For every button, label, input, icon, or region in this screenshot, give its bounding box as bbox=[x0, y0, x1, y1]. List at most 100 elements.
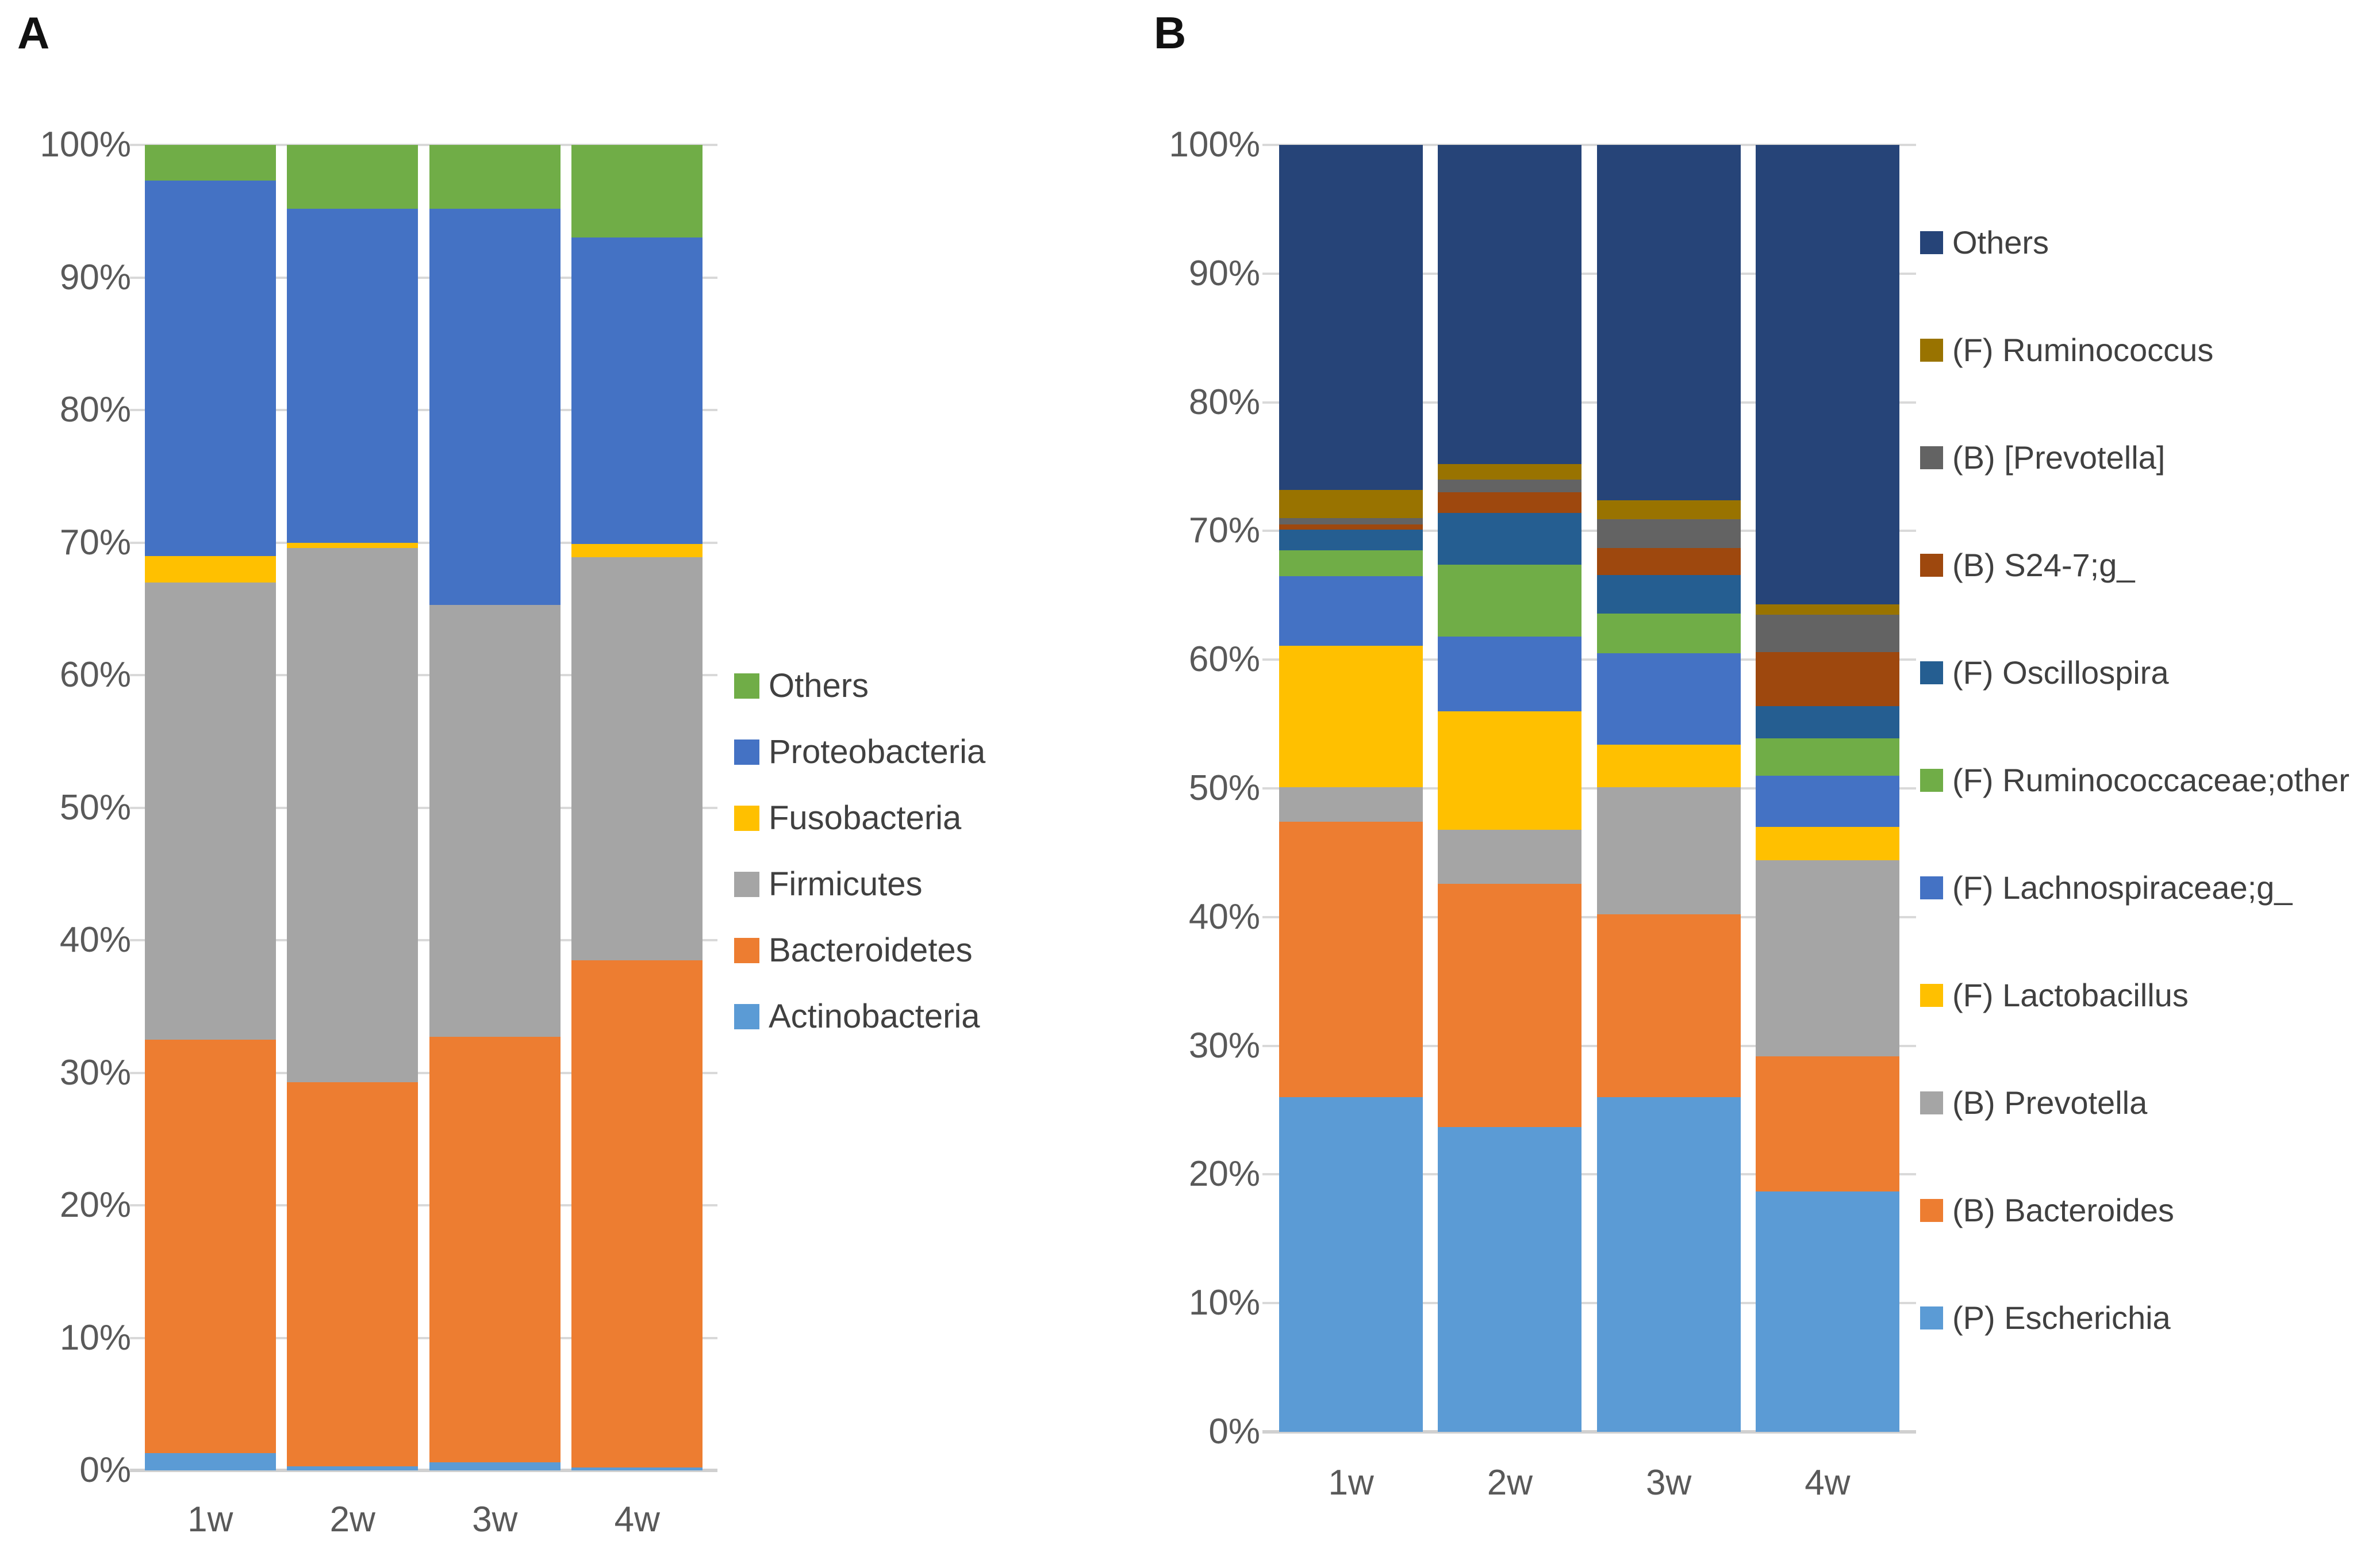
legend-item-proteobacteria: Proteobacteria bbox=[734, 735, 985, 769]
y-tick-label-80: 80% bbox=[1188, 382, 1260, 422]
bar-segment-4w-b-s24-7-g bbox=[1755, 652, 1899, 706]
bar-segment-3w-others bbox=[1596, 145, 1741, 500]
y-tick-label-30: 30% bbox=[1188, 1025, 1260, 1066]
y-tick-label-20: 20% bbox=[1188, 1154, 1260, 1194]
y-tick-label-80: 80% bbox=[59, 390, 131, 430]
legend-swatch-icon bbox=[734, 938, 759, 963]
legend-item-p-escherichia: (P) Escherichia bbox=[1920, 1302, 2171, 1334]
bar-segment-3w-b-prevotella bbox=[1596, 787, 1741, 915]
legend-label: (B) S24-7;g_ bbox=[1952, 547, 2135, 583]
y-tick-label-10: 10% bbox=[59, 1317, 131, 1358]
legend-item-f-ruminococcaceae-other: (F) Ruminococcaceae;other bbox=[1920, 764, 2350, 796]
bar-segment-3w-p-escherichia bbox=[1596, 1097, 1741, 1432]
legend-swatch-icon bbox=[1920, 1199, 1943, 1222]
x-tick-label-4w: 4w bbox=[614, 1500, 660, 1539]
bar-segment-4w-others bbox=[571, 145, 703, 238]
legend-swatch-icon bbox=[1920, 984, 1943, 1007]
y-gridline-30 bbox=[1262, 1044, 1916, 1047]
bar-segment-2w-actinobacteria bbox=[287, 1466, 419, 1470]
y-gridline-60 bbox=[1262, 658, 1916, 661]
y-gridline-90 bbox=[1262, 272, 1916, 275]
legend-swatch-icon bbox=[1920, 554, 1943, 577]
legend-item-bacteroidetes: Bacteroidetes bbox=[734, 934, 973, 967]
legend-item-b-prevotella: (B) [Prevotella] bbox=[1920, 442, 2165, 474]
y-gridline-20 bbox=[1262, 1173, 1916, 1176]
legend-label: Firmicutes bbox=[769, 865, 923, 903]
y-gridline-80 bbox=[1262, 401, 1916, 404]
bar-segment-3w-bacteroidetes bbox=[429, 1037, 561, 1463]
bar-4w bbox=[571, 145, 703, 1470]
bar-segment-2w-b-prevotella bbox=[1438, 479, 1582, 493]
bar-segment-2w-f-oscillospira bbox=[1438, 513, 1582, 565]
legend-swatch-icon bbox=[734, 872, 759, 897]
y-tick-label-10: 10% bbox=[1188, 1283, 1260, 1323]
bar-segment-3w-f-oscillospira bbox=[1596, 574, 1741, 614]
legend-swatch-icon bbox=[734, 1004, 759, 1029]
legend-swatch-icon bbox=[1920, 446, 1943, 469]
x-axis-line bbox=[130, 1469, 717, 1472]
y-gridline-70 bbox=[130, 541, 717, 544]
legend-label: Bacteroidetes bbox=[769, 932, 973, 969]
bar-segment-1w-f-lachnospiraceae-g bbox=[1279, 576, 1423, 646]
bar-segment-2w-b-prevotella bbox=[1438, 829, 1582, 884]
y-gridline-40 bbox=[1262, 915, 1916, 918]
bar-segment-4w-proteobacteria bbox=[571, 237, 703, 544]
y-gridline-10 bbox=[1262, 1302, 1916, 1305]
legend-item-b-s24-7-g: (B) S24-7;g_ bbox=[1920, 549, 2135, 581]
legend-swatch-icon bbox=[1920, 231, 1943, 254]
bar-2w bbox=[1438, 145, 1582, 1432]
y-tick-label-70: 70% bbox=[59, 522, 131, 562]
bar-segment-4w-p-escherichia bbox=[1755, 1191, 1899, 1432]
legend-item-firmicutes: Firmicutes bbox=[734, 868, 922, 901]
y-gridline-90 bbox=[130, 276, 717, 279]
bar-segment-4w-firmicutes bbox=[571, 557, 703, 960]
legend-swatch-icon bbox=[734, 739, 759, 765]
y-tick-label-90: 90% bbox=[1188, 253, 1260, 293]
bar-segment-4w-b-prevotella bbox=[1755, 614, 1899, 652]
y-gridline-40 bbox=[130, 939, 717, 941]
bar-segment-4w-others bbox=[1755, 145, 1899, 605]
panel-b-label: B bbox=[1154, 7, 1187, 58]
bar-segment-4w-f-oscillospira bbox=[1755, 706, 1899, 738]
y-gridline-30 bbox=[130, 1071, 717, 1074]
legend-label: (F) Lactobacillus bbox=[1952, 977, 2189, 1013]
legend-label: Others bbox=[1952, 224, 2049, 260]
legend-label: Proteobacteria bbox=[769, 733, 986, 771]
bar-segment-3w-f-lachnospiraceae-g bbox=[1596, 653, 1741, 745]
bar-4w bbox=[1755, 145, 1899, 1432]
legend-label: (P) Escherichia bbox=[1952, 1300, 2171, 1336]
legend-label: Others bbox=[769, 667, 869, 704]
legend-label: (F) Ruminococcus bbox=[1952, 332, 2214, 368]
bar-segment-1w-f-ruminococcus bbox=[1279, 489, 1423, 519]
y-gridline-80 bbox=[130, 409, 717, 411]
legend-item-others: Others bbox=[1920, 227, 2049, 259]
bar-segment-1w-proteobacteria bbox=[144, 181, 276, 556]
bar-segment-2w-f-ruminococcus bbox=[1438, 464, 1582, 480]
bar-segment-1w-b-bacteroides bbox=[1279, 822, 1423, 1098]
bar-segment-2w-f-lachnospiraceae-g bbox=[1438, 636, 1582, 711]
bar-segment-3w-b-bacteroides bbox=[1596, 914, 1741, 1098]
y-tick-label-40: 40% bbox=[1188, 896, 1260, 937]
legend-item-f-ruminococcus: (F) Ruminococcus bbox=[1920, 334, 2213, 366]
bar-segment-1w-others bbox=[1279, 145, 1423, 490]
bar-segment-3w-proteobacteria bbox=[429, 208, 561, 605]
x-axis-line bbox=[1262, 1430, 1916, 1434]
y-gridline-20 bbox=[130, 1204, 717, 1206]
bar-segment-1w-b-prevotella bbox=[1279, 787, 1423, 822]
legend-item-fusobacteria: Fusobacteria bbox=[734, 802, 961, 835]
bar-segment-2w-b-s24-7-g bbox=[1438, 492, 1582, 514]
bar-segment-4w-b-prevotella bbox=[1755, 860, 1899, 1056]
legend-swatch-icon bbox=[1920, 661, 1943, 684]
y-tick-label-70: 70% bbox=[1188, 511, 1260, 551]
y-gridline-60 bbox=[130, 674, 717, 676]
bar-segment-2w-f-ruminococcaceae-other bbox=[1438, 564, 1582, 637]
y-tick-label-100: 100% bbox=[40, 125, 131, 164]
bar-1w bbox=[144, 145, 276, 1470]
y-gridline-50 bbox=[130, 806, 717, 809]
bar-segment-2w-b-bacteroides bbox=[1438, 883, 1582, 1127]
bar-segment-3w-others bbox=[429, 145, 561, 209]
bar-segment-3w-actinobacteria bbox=[429, 1462, 561, 1470]
bar-segment-4w-actinobacteria bbox=[571, 1467, 703, 1470]
legend-item-b-prevotella: (B) Prevotella bbox=[1920, 1087, 2147, 1119]
y-tick-label-60: 60% bbox=[1188, 639, 1260, 680]
